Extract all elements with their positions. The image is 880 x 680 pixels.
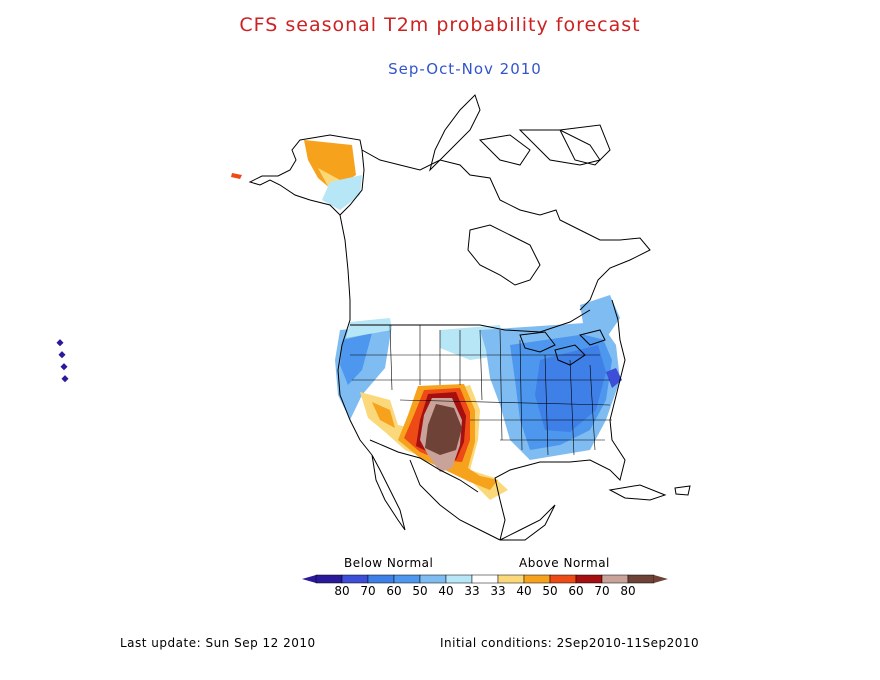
coastlines	[248, 94, 691, 541]
hudson-bay-coast	[467, 224, 541, 286]
legend-bin-2	[367, 574, 395, 584]
legend-tick-5: 33	[464, 584, 480, 598]
alaska-coast	[248, 134, 365, 216]
hawaii-island-4	[61, 375, 69, 383]
legend-bin-4	[419, 574, 447, 584]
legend-above-normal-label: Above Normal	[519, 556, 610, 570]
legend-bin-7	[497, 574, 525, 584]
legend-arrow-right	[654, 575, 668, 583]
legend-tick-9: 60	[568, 584, 584, 598]
probability-shading	[231, 140, 622, 500]
legend-bin-1	[341, 574, 369, 584]
us-mexico-border	[369, 439, 479, 493]
legend-bin-12	[627, 574, 655, 584]
legend-colorbar	[302, 574, 668, 584]
texas-above-80-area	[425, 404, 462, 455]
baja-coast	[371, 454, 406, 531]
yucatan-coast	[499, 504, 556, 541]
aleutian-spot	[231, 173, 242, 179]
legend-bin-3	[393, 574, 421, 584]
initial-conditions-text: Initial conditions: 2Sep2010-11Sep2010	[440, 636, 700, 650]
great-lakes	[519, 329, 606, 366]
legend-tick-0: 80	[334, 584, 350, 598]
west-coast	[337, 214, 373, 456]
legend-tick-6: 33	[490, 584, 506, 598]
legend-tick-11: 80	[620, 584, 636, 598]
mexico-west-coast	[409, 459, 501, 541]
pacific-nw-below-area	[346, 318, 392, 338]
last-update-text: Last update: Sun Sep 12 2010	[120, 636, 316, 650]
eastern-core-below-area	[535, 345, 606, 432]
hispaniola-coast	[674, 485, 691, 496]
gulf-coast	[494, 299, 626, 541]
state-borders	[350, 324, 612, 456]
canada-coast	[361, 149, 651, 311]
legend-arrow-left	[302, 575, 316, 583]
legend-bin-0	[315, 574, 343, 584]
hawaii-islands	[56, 339, 69, 383]
new-england-below-area	[580, 295, 620, 340]
legend-tick-7: 40	[516, 584, 532, 598]
legend-below-normal-label: Below Normal	[344, 556, 434, 570]
hawaii-island-1	[56, 339, 64, 347]
legend-bin-8	[523, 574, 551, 584]
legend-bin-6	[471, 574, 499, 584]
chart-title: CFS seasonal T2m probability forecast	[239, 14, 641, 36]
legend-bin-10	[575, 574, 603, 584]
legend-tick-1: 70	[360, 584, 376, 598]
legend-tick-4: 40	[438, 584, 454, 598]
southwest-mid-above-area	[372, 402, 395, 428]
alaska-below-normal-area	[322, 175, 362, 210]
hawaii-island-3	[60, 363, 68, 371]
greenland-coast	[559, 124, 611, 166]
legend-tick-3: 50	[412, 584, 428, 598]
legend-bin-9	[549, 574, 577, 584]
legend-tick-8: 50	[542, 584, 558, 598]
mid-atlantic-dark-spot	[606, 368, 622, 388]
legend-bin-11	[601, 574, 629, 584]
cuba-coast	[608, 484, 667, 501]
legend-bin-5	[445, 574, 473, 584]
us-canada-border	[350, 309, 591, 333]
chart-subtitle: Sep-Oct-Nov 2010	[388, 60, 542, 78]
west-coast-strong-below-area	[340, 333, 372, 385]
alaska-above-normal-area	[304, 140, 356, 190]
hawaii-island-2	[58, 351, 66, 359]
legend-tick-10: 70	[594, 584, 610, 598]
legend-tick-2: 60	[386, 584, 402, 598]
